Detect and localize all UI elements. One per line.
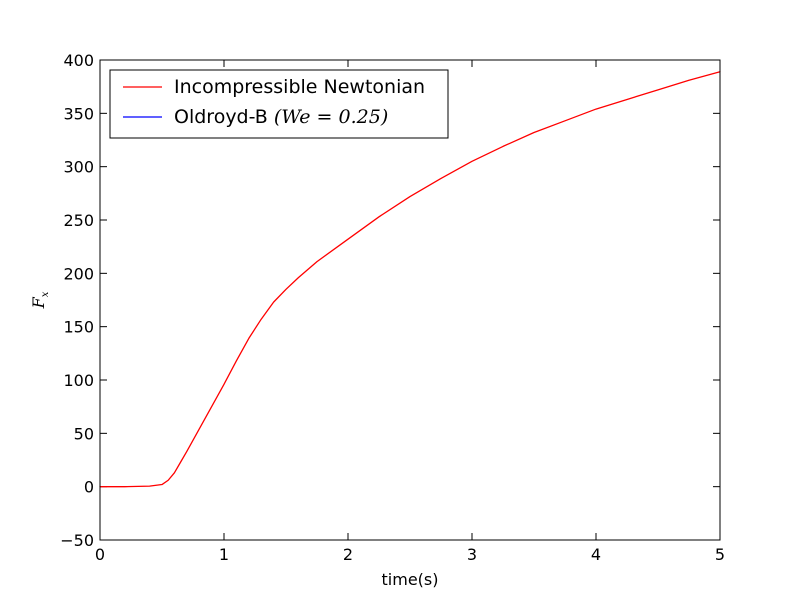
y-tick-label: 400	[63, 51, 94, 70]
legend-label-newtonian: Incompressible Newtonian	[174, 76, 425, 98]
x-tick-label: 2	[343, 545, 353, 564]
y-tick-label: 250	[63, 211, 94, 230]
legend-label-oldroyd: Oldroyd-B (We = 0.25)	[174, 106, 388, 128]
series-layer	[99, 71, 721, 488]
y-tick-label: 300	[63, 158, 94, 177]
legend-box	[109, 69, 449, 139]
y-tick-label: 200	[63, 264, 94, 283]
y-tick-label: 0	[84, 478, 94, 497]
legend: Incompressible Newtonian Oldroyd-B (We =…	[109, 69, 449, 139]
series-line-newtonian	[99, 71, 721, 488]
y-axis-label: Fx	[29, 291, 51, 309]
legend-label-oldroyd-math: (We = 0.25)	[274, 106, 388, 128]
y-tick-label: 150	[63, 318, 94, 337]
x-tick-label: 3	[467, 545, 477, 564]
x-tick-label: 1	[219, 545, 229, 564]
y-tick-label: 50	[74, 424, 94, 443]
legend-label-oldroyd-name: Oldroyd-B	[174, 106, 274, 128]
plot-frame	[99, 59, 721, 541]
x-axis-label: time(s)	[382, 570, 439, 589]
x-tick-label: 0	[95, 545, 105, 564]
y-tick-label: 350	[63, 104, 94, 123]
y-tick-label: 100	[63, 371, 94, 390]
x-tick-label: 5	[715, 545, 725, 564]
x-tick-label: 4	[591, 545, 601, 564]
y-tick-label: −50	[60, 531, 94, 550]
